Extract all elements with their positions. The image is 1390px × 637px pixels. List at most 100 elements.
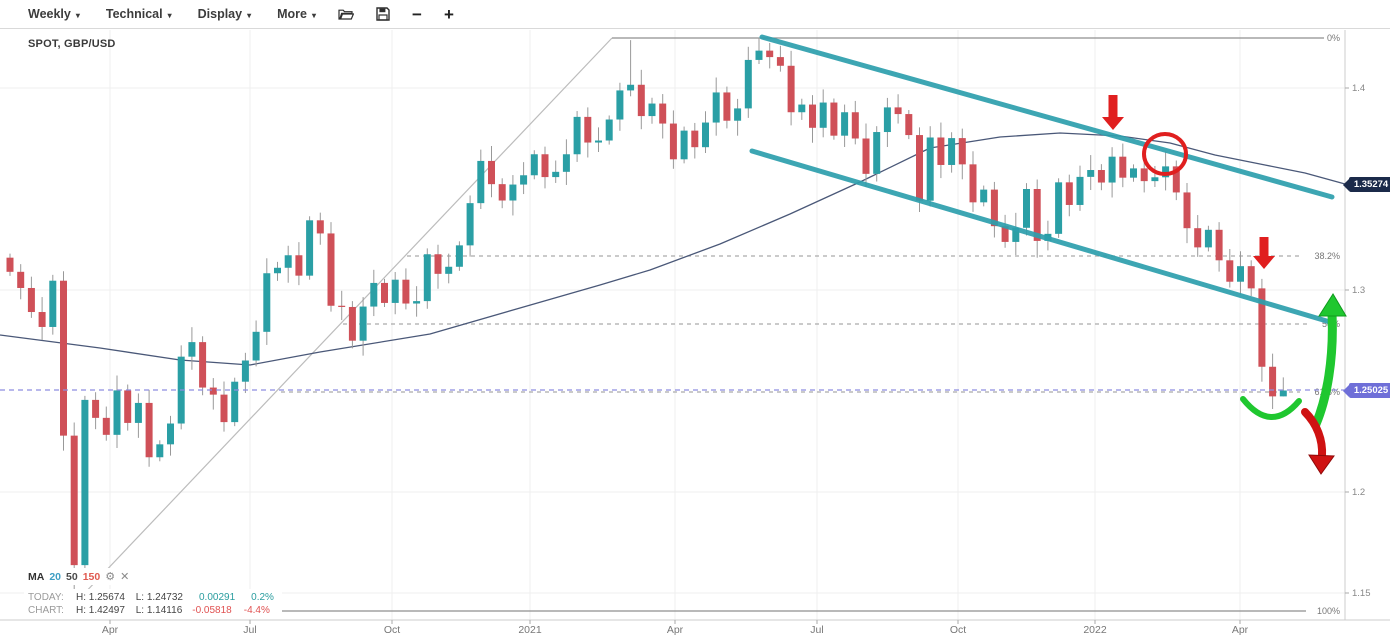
candle-body[interactable] — [744, 59, 752, 109]
candle-body[interactable] — [102, 417, 110, 435]
candle-body[interactable] — [819, 102, 827, 128]
candle-body[interactable] — [156, 444, 164, 458]
ma-150-line[interactable] — [0, 132, 1346, 366]
candle-body[interactable] — [38, 312, 46, 327]
timeframe-menu[interactable]: Weekly ▾ — [28, 7, 80, 21]
candle-body[interactable] — [1215, 229, 1223, 261]
candle-body[interactable] — [1119, 156, 1127, 178]
display-menu[interactable]: Display ▾ — [198, 7, 251, 21]
save-chart-button[interactable] — [376, 7, 390, 21]
candle-body[interactable] — [70, 435, 78, 566]
zoom-in-button[interactable]: + — [444, 6, 454, 23]
candle-body[interactable] — [1172, 166, 1180, 193]
more-menu[interactable]: More ▾ — [277, 7, 316, 21]
candle-body[interactable] — [1204, 229, 1212, 248]
candle-body[interactable] — [830, 102, 838, 136]
candle-body[interactable] — [926, 137, 934, 201]
candle-body[interactable] — [1023, 189, 1030, 228]
candle-body[interactable] — [241, 360, 249, 382]
candle-body[interactable] — [787, 65, 795, 113]
candle-body[interactable] — [445, 266, 453, 274]
candle-body[interactable] — [1033, 189, 1041, 241]
candle-body[interactable] — [199, 342, 207, 388]
candle-body[interactable] — [969, 164, 977, 203]
candle-body[interactable] — [520, 175, 528, 185]
candle-body[interactable] — [231, 381, 239, 423]
candle-body[interactable] — [498, 184, 506, 201]
zoom-out-button[interactable]: − — [412, 6, 422, 23]
candle-body[interactable] — [92, 399, 100, 418]
candle-body[interactable] — [1183, 192, 1191, 229]
ma-period-150[interactable]: 150 — [82, 570, 101, 583]
candle-body[interactable] — [637, 84, 645, 117]
candle-body[interactable] — [1097, 170, 1105, 183]
candle-body[interactable] — [17, 271, 25, 288]
candle-body[interactable] — [1130, 168, 1137, 178]
candle-body[interactable] — [530, 154, 538, 176]
close-icon[interactable]: ✕ — [120, 571, 130, 583]
candle-body[interactable] — [1258, 288, 1266, 367]
candle-body[interactable] — [616, 90, 624, 120]
candle-body[interactable] — [1269, 366, 1277, 397]
candle-body[interactable] — [1279, 390, 1287, 397]
candle-body[interactable] — [776, 57, 784, 66]
fib-trendline[interactable] — [79, 37, 613, 599]
candle-body[interactable] — [552, 171, 560, 178]
candle-body[interactable] — [49, 280, 57, 327]
candle-body[interactable] — [466, 203, 474, 246]
candle-body[interactable] — [1087, 170, 1095, 177]
candle-body[interactable] — [434, 254, 442, 274]
candle-body[interactable] — [220, 394, 228, 423]
candle-body[interactable] — [680, 130, 688, 160]
channel-lower-line[interactable] — [749, 148, 1333, 325]
candle-body[interactable] — [659, 103, 667, 124]
candle-body[interactable] — [723, 92, 731, 121]
candle-body[interactable] — [402, 279, 410, 304]
ma-period-50[interactable]: 50 — [66, 570, 78, 583]
candle-body[interactable] — [883, 107, 891, 133]
candle-body[interactable] — [627, 84, 635, 91]
open-chart-button[interactable] — [338, 8, 354, 21]
candle-body[interactable] — [990, 189, 998, 227]
candle-body[interactable] — [252, 331, 260, 361]
candle-body[interactable] — [1001, 226, 1009, 242]
candle-body[interactable] — [188, 342, 196, 357]
candle-body[interactable] — [124, 390, 132, 423]
candle-body[interactable] — [509, 184, 517, 201]
candle-body[interactable] — [595, 140, 602, 143]
candle-body[interactable] — [1247, 266, 1255, 289]
candle-body[interactable] — [905, 114, 913, 136]
candle-body[interactable] — [605, 119, 613, 141]
candle-body[interactable] — [381, 282, 388, 303]
candle-body[interactable] — [455, 245, 463, 267]
candle-body[interactable] — [423, 254, 431, 302]
candle-body[interactable] — [1194, 228, 1202, 248]
candle-body[interactable] — [873, 132, 881, 174]
candle-body[interactable] — [755, 50, 763, 60]
fibonacci-retracement[interactable]: 0%38.2%50%61.8%100% — [79, 33, 1340, 616]
candle-body[interactable] — [209, 387, 217, 395]
candle-body[interactable] — [958, 138, 966, 165]
candle-body[interactable] — [1076, 176, 1084, 205]
candle-body[interactable] — [284, 255, 292, 268]
candle-body[interactable] — [948, 138, 956, 165]
candle-body[interactable] — [370, 282, 378, 307]
candle-body[interactable] — [562, 154, 570, 172]
candle-body[interactable] — [851, 112, 859, 139]
candle-body[interactable] — [648, 103, 656, 117]
candle-body[interactable] — [841, 112, 849, 136]
candle-body[interactable] — [316, 220, 324, 234]
candle-body[interactable] — [134, 402, 142, 423]
candle-body[interactable] — [734, 108, 742, 121]
candle-body[interactable] — [980, 189, 988, 203]
candle-body[interactable] — [702, 122, 709, 148]
candle-body[interactable] — [1162, 166, 1170, 178]
candle-body[interactable] — [1012, 227, 1020, 242]
candle-body[interactable] — [1237, 266, 1244, 282]
candle-body[interactable] — [809, 104, 816, 128]
descending-channel[interactable] — [749, 34, 1335, 325]
candle-body[interactable] — [1108, 156, 1116, 183]
candle-body[interactable] — [327, 233, 335, 306]
candle-body[interactable] — [338, 305, 346, 307]
